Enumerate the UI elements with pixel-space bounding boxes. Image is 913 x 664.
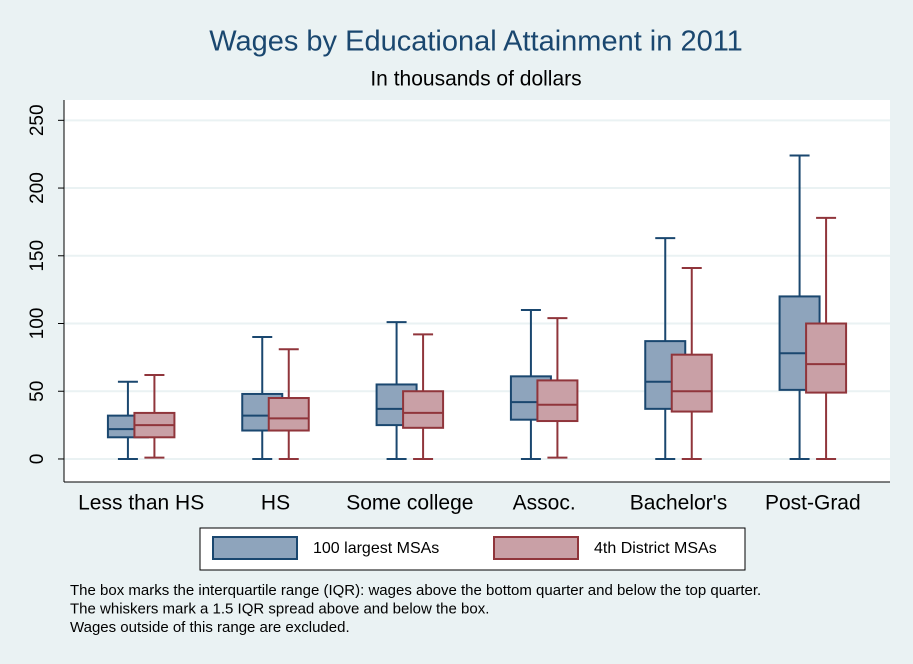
legend-label: 100 largest MSAs xyxy=(313,540,439,557)
box xyxy=(536,379,579,423)
y-tick-label: 250 xyxy=(27,104,48,136)
box xyxy=(670,353,713,413)
chart-title: Wages by Educational Attainment in 2011 xyxy=(209,26,743,58)
y-tick-label: 200 xyxy=(27,172,48,204)
note: The box marks the interquartile range (I… xyxy=(70,582,761,599)
x-tick-label: Less than HS xyxy=(78,492,204,515)
x-tick-label: Post-Grad xyxy=(765,492,861,515)
note: The whiskers mark a 1.5 IQR spread above… xyxy=(70,600,489,617)
box xyxy=(805,322,848,394)
y-tick-label: 50 xyxy=(27,381,48,402)
plot-area xyxy=(64,100,890,482)
x-tick-label: Some college xyxy=(346,492,473,515)
y-tick-label: 150 xyxy=(27,240,48,272)
legend-swatch xyxy=(493,536,579,560)
legend-swatch xyxy=(212,536,298,560)
x-tick-label: HS xyxy=(261,492,290,515)
x-tick-label: Bachelor's xyxy=(630,492,727,515)
legend-label: 4th District MSAs xyxy=(594,540,717,557)
y-tick-label: 100 xyxy=(27,308,48,340)
y-tick-label: 0 xyxy=(27,454,48,465)
x-tick-label: Assoc. xyxy=(513,492,576,515)
chart-subtitle: In thousands of dollars xyxy=(370,68,581,91)
note: Wages outside of this range are excluded… xyxy=(70,619,350,636)
box xyxy=(402,390,445,429)
box xyxy=(267,397,310,432)
